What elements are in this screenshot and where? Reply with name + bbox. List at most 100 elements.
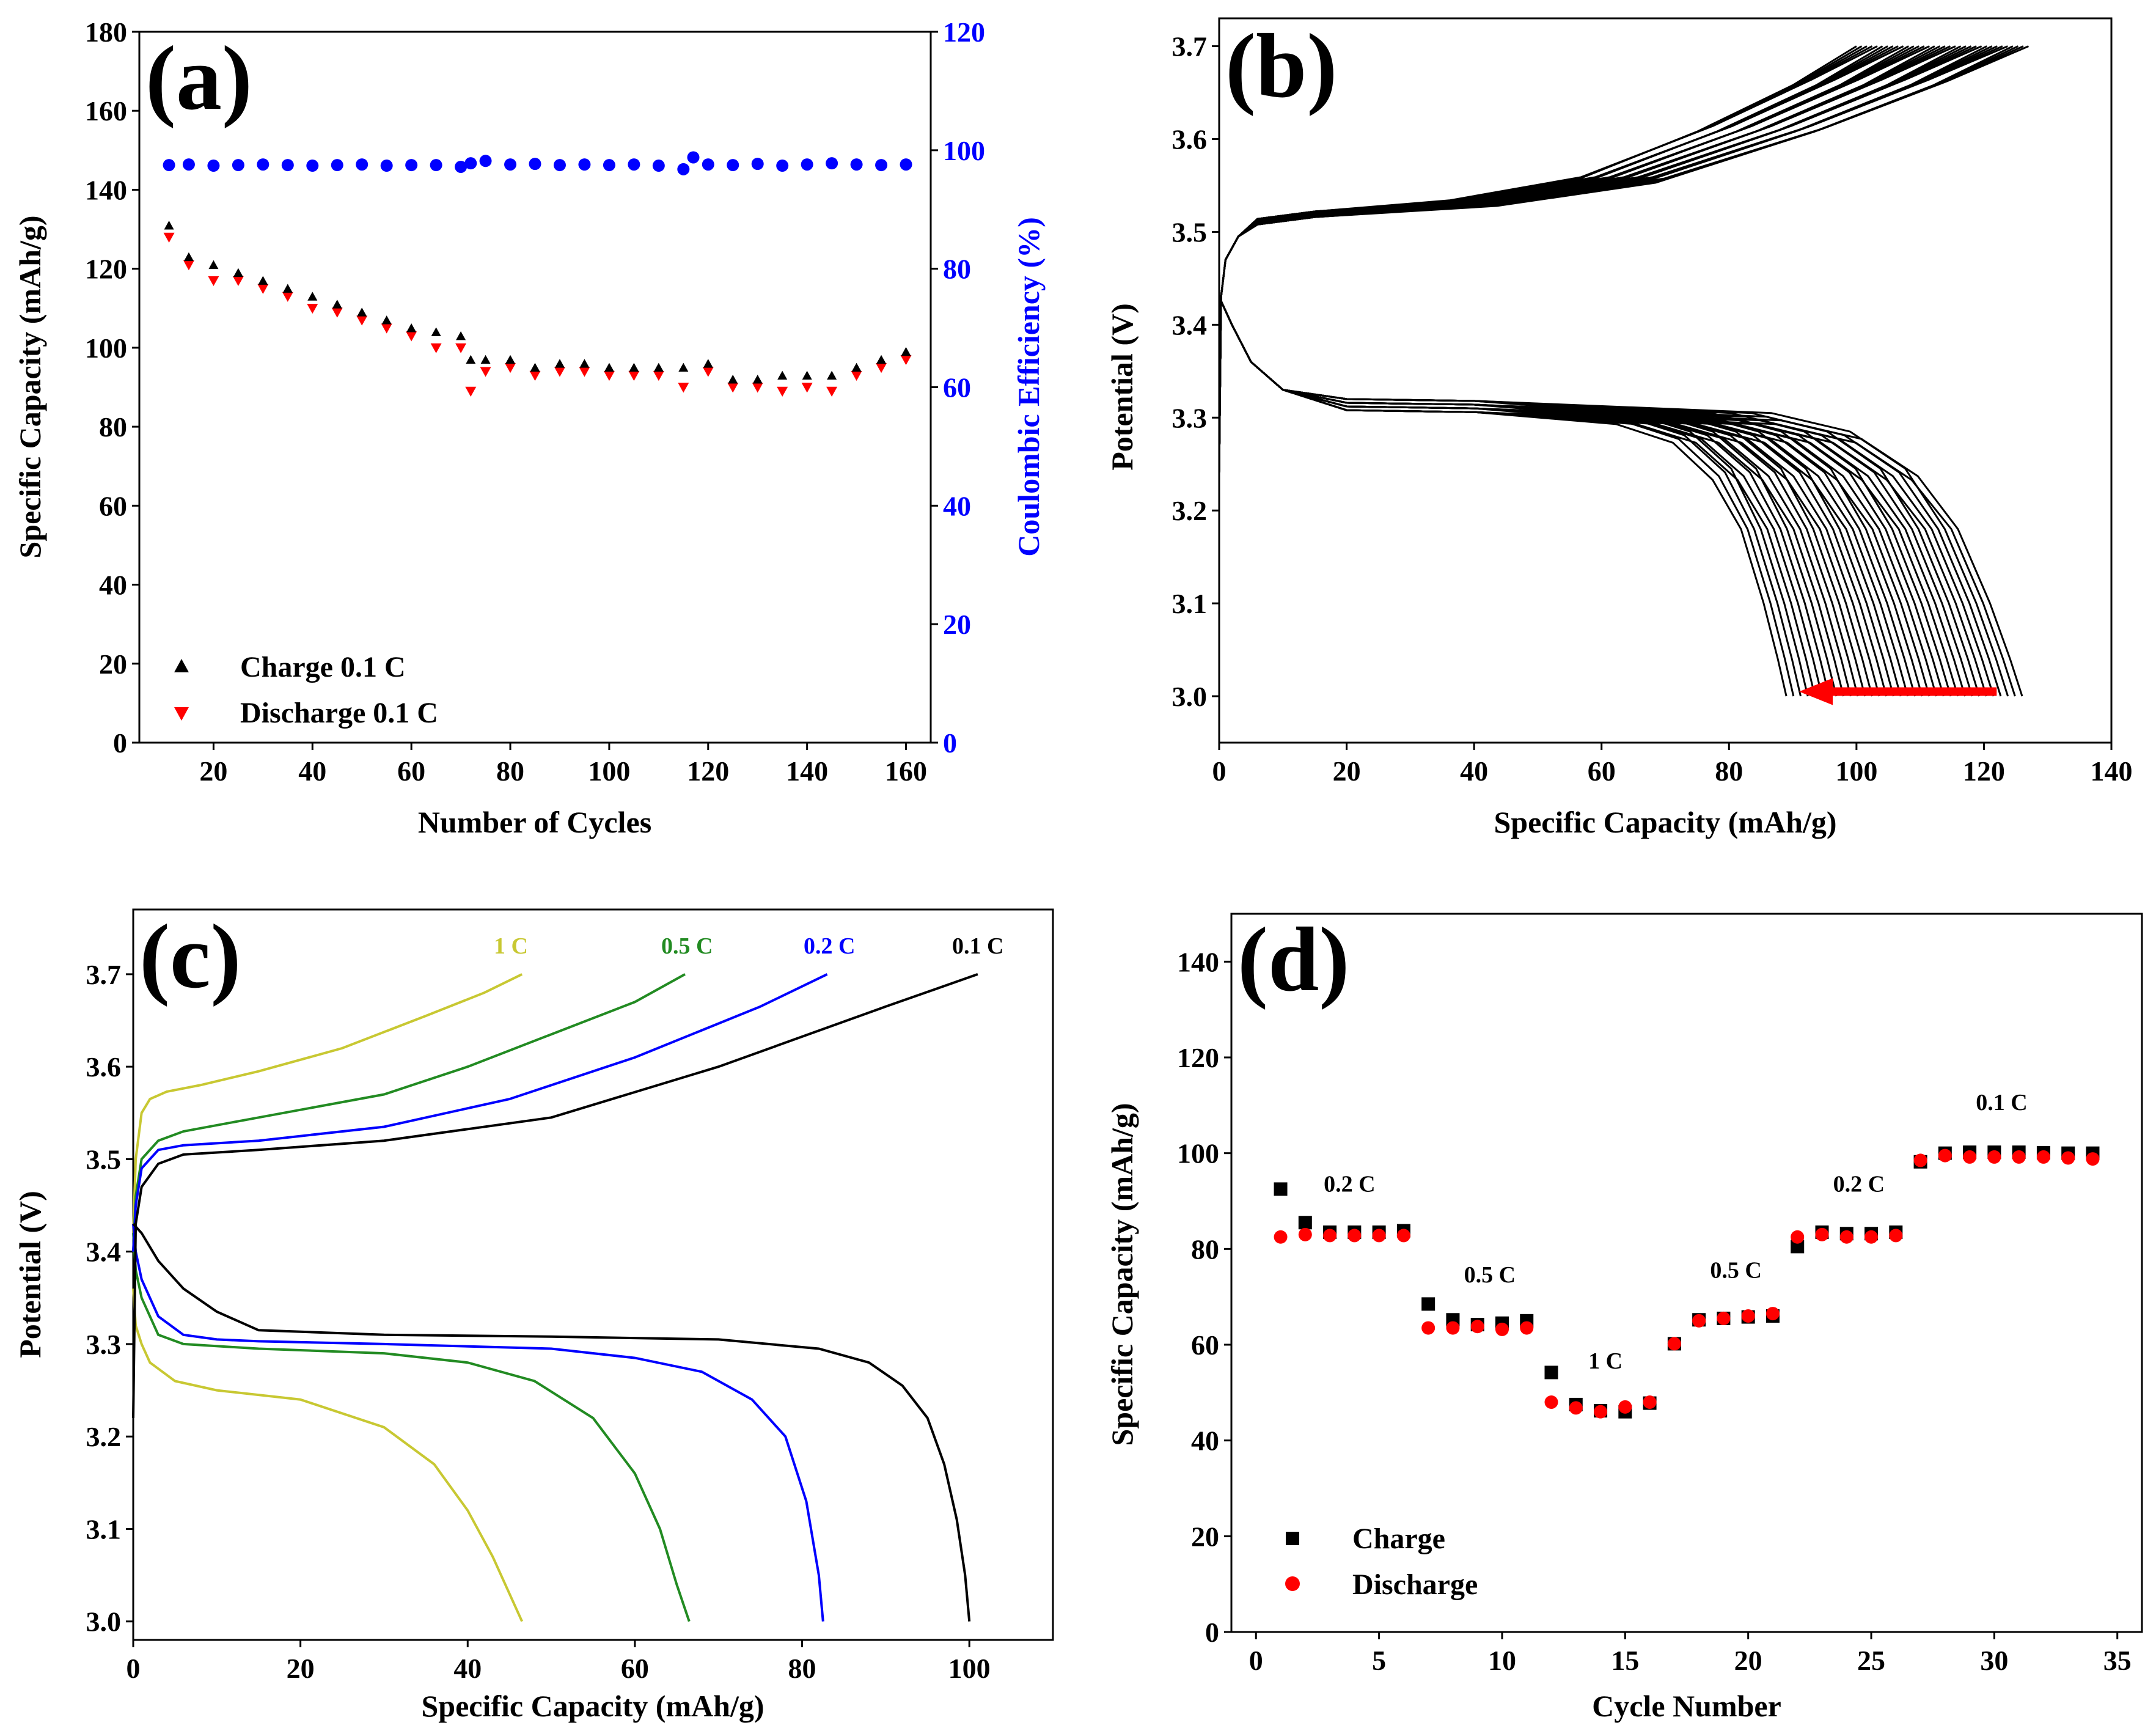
y-tick-label: 3.0 [86, 1606, 122, 1637]
coulombic-efficiency-point [687, 151, 700, 164]
coulombic-efficiency-point [257, 158, 270, 171]
y-tick-label: 120 [85, 254, 127, 285]
y-tick-label: 180 [85, 17, 127, 48]
charge-point [629, 362, 639, 372]
legend-charge-label: Charge [1352, 1523, 1445, 1555]
y-tick-label: 3.2 [1172, 495, 1208, 526]
panel-a-xlabel: Number of Cycles [418, 805, 651, 839]
y2-tick-label: 100 [943, 135, 985, 166]
discharge-point [653, 370, 664, 381]
discharge-point [1544, 1395, 1558, 1409]
charge-curve [1218, 45, 2029, 474]
y2-tick-label: 40 [943, 490, 971, 521]
y-tick-label: 160 [85, 95, 127, 127]
legend-discharge-marker [174, 707, 189, 721]
panel-a-legend: Charge 0.1 C Discharge 0.1 C [174, 651, 438, 729]
y-tick-label: 60 [1191, 1329, 1219, 1361]
discharge-point [1938, 1148, 1952, 1163]
panel-a: 20 40 60 80 100 120 140 160 0 20 40 60 80 100 120 140 16… [13, 17, 1046, 839]
panel-d-frame [1230, 913, 2143, 1633]
panel-b: 0 20 40 60 80 100 120 140 3.0 3.1 3.2 3.3 3.4 3.5 3.6 3… [1105, 15, 2133, 839]
discharge-point [851, 370, 862, 381]
y-tick-label: 20 [99, 649, 127, 680]
charge-point [554, 359, 565, 368]
y-tick-label: 3.5 [1172, 216, 1208, 248]
coulombic-efficiency-point [529, 158, 541, 171]
charge-point [381, 315, 392, 325]
x-tick-label: 40 [453, 1653, 482, 1684]
discharge-curve [132, 1222, 971, 1622]
x-tick-label: 60 [1588, 755, 1616, 787]
charge-point [752, 375, 763, 384]
y-tick-label: 0 [113, 727, 127, 759]
coulombic-efficiency-point [553, 159, 566, 172]
y-tick-label: 3.6 [1172, 124, 1208, 155]
discharge-point [1643, 1395, 1657, 1409]
coulombic-efficiency-point [826, 157, 838, 170]
panel-b-label: (b) [1225, 15, 1337, 117]
charge-point [876, 355, 887, 364]
arrow-head [1799, 678, 1833, 705]
coulombic-efficiency-point [331, 159, 343, 172]
charge-point [1274, 1182, 1288, 1196]
discharge-point [331, 307, 343, 318]
discharge-point [678, 383, 689, 393]
charge-point [307, 292, 318, 301]
charge-point [604, 362, 614, 372]
x-tick-label: 20 [1734, 1645, 1762, 1676]
coulombic-efficiency-point [578, 158, 591, 171]
coulombic-efficiency-point [603, 159, 615, 172]
x-tick-label: 120 [1963, 755, 2005, 787]
y-tick-label: 20 [1191, 1521, 1219, 1552]
coulombic-efficiency-point [356, 158, 369, 171]
discharge-point [1839, 1230, 1854, 1244]
discharge-point [1766, 1307, 1780, 1321]
x-tick-label: 0 [127, 1653, 141, 1684]
coulombic-efficiency-point [504, 158, 517, 171]
discharge-point [406, 331, 417, 342]
x-tick-label: 5 [1372, 1645, 1386, 1676]
discharge-point [1865, 1230, 1879, 1244]
coulombic-efficiency-point [455, 160, 468, 173]
rate-label: 1 C [1588, 1348, 1623, 1374]
discharge-point [777, 386, 788, 397]
charge-point [1298, 1216, 1312, 1230]
legend-charge-label: Charge 0.1 C [240, 651, 406, 683]
x-tick-label: 100 [948, 1653, 991, 1684]
charge-point [357, 307, 367, 317]
coulombic-efficiency-point [776, 160, 789, 172]
y2-tick-label: 80 [943, 254, 971, 285]
charge-point [466, 355, 476, 364]
panel-d-xlabel: Cycle Number [1592, 1689, 1781, 1723]
discharge-point [727, 383, 739, 393]
legend-charge-marker [174, 659, 189, 672]
legend-charge-marker [1286, 1532, 1299, 1545]
discharge-point [505, 362, 516, 373]
panel-d-ylabel: Specific Capacity (mAh/g) [1105, 1103, 1139, 1446]
discharge-point [1298, 1227, 1312, 1241]
panel-c-label: (c) [139, 906, 241, 1007]
x-tick-label: 40 [298, 755, 326, 787]
charge-point [851, 362, 862, 372]
y-tick-label: 3.2 [86, 1421, 122, 1452]
y-tick-label: 3.7 [86, 959, 122, 990]
discharge-point [2086, 1152, 2100, 1166]
label-0-2c: 0.2 C [804, 933, 855, 959]
y-tick-label: 80 [99, 411, 127, 443]
charge-point [777, 370, 788, 380]
charge-point [183, 252, 194, 262]
y-tick-label: 140 [1177, 946, 1219, 977]
charge-point [1544, 1365, 1558, 1380]
x-tick-label: 30 [1980, 1645, 2008, 1676]
discharge-point [579, 367, 590, 377]
y2-tick-label: 20 [943, 609, 971, 640]
coulombic-efficiency-point [464, 157, 477, 170]
charge-point [480, 355, 491, 364]
y-tick-label: 100 [1177, 1138, 1219, 1169]
x-tick-label: 25 [1857, 1645, 1885, 1676]
charge-point [233, 268, 243, 277]
discharge-point [465, 386, 477, 397]
charge-point [332, 300, 342, 309]
